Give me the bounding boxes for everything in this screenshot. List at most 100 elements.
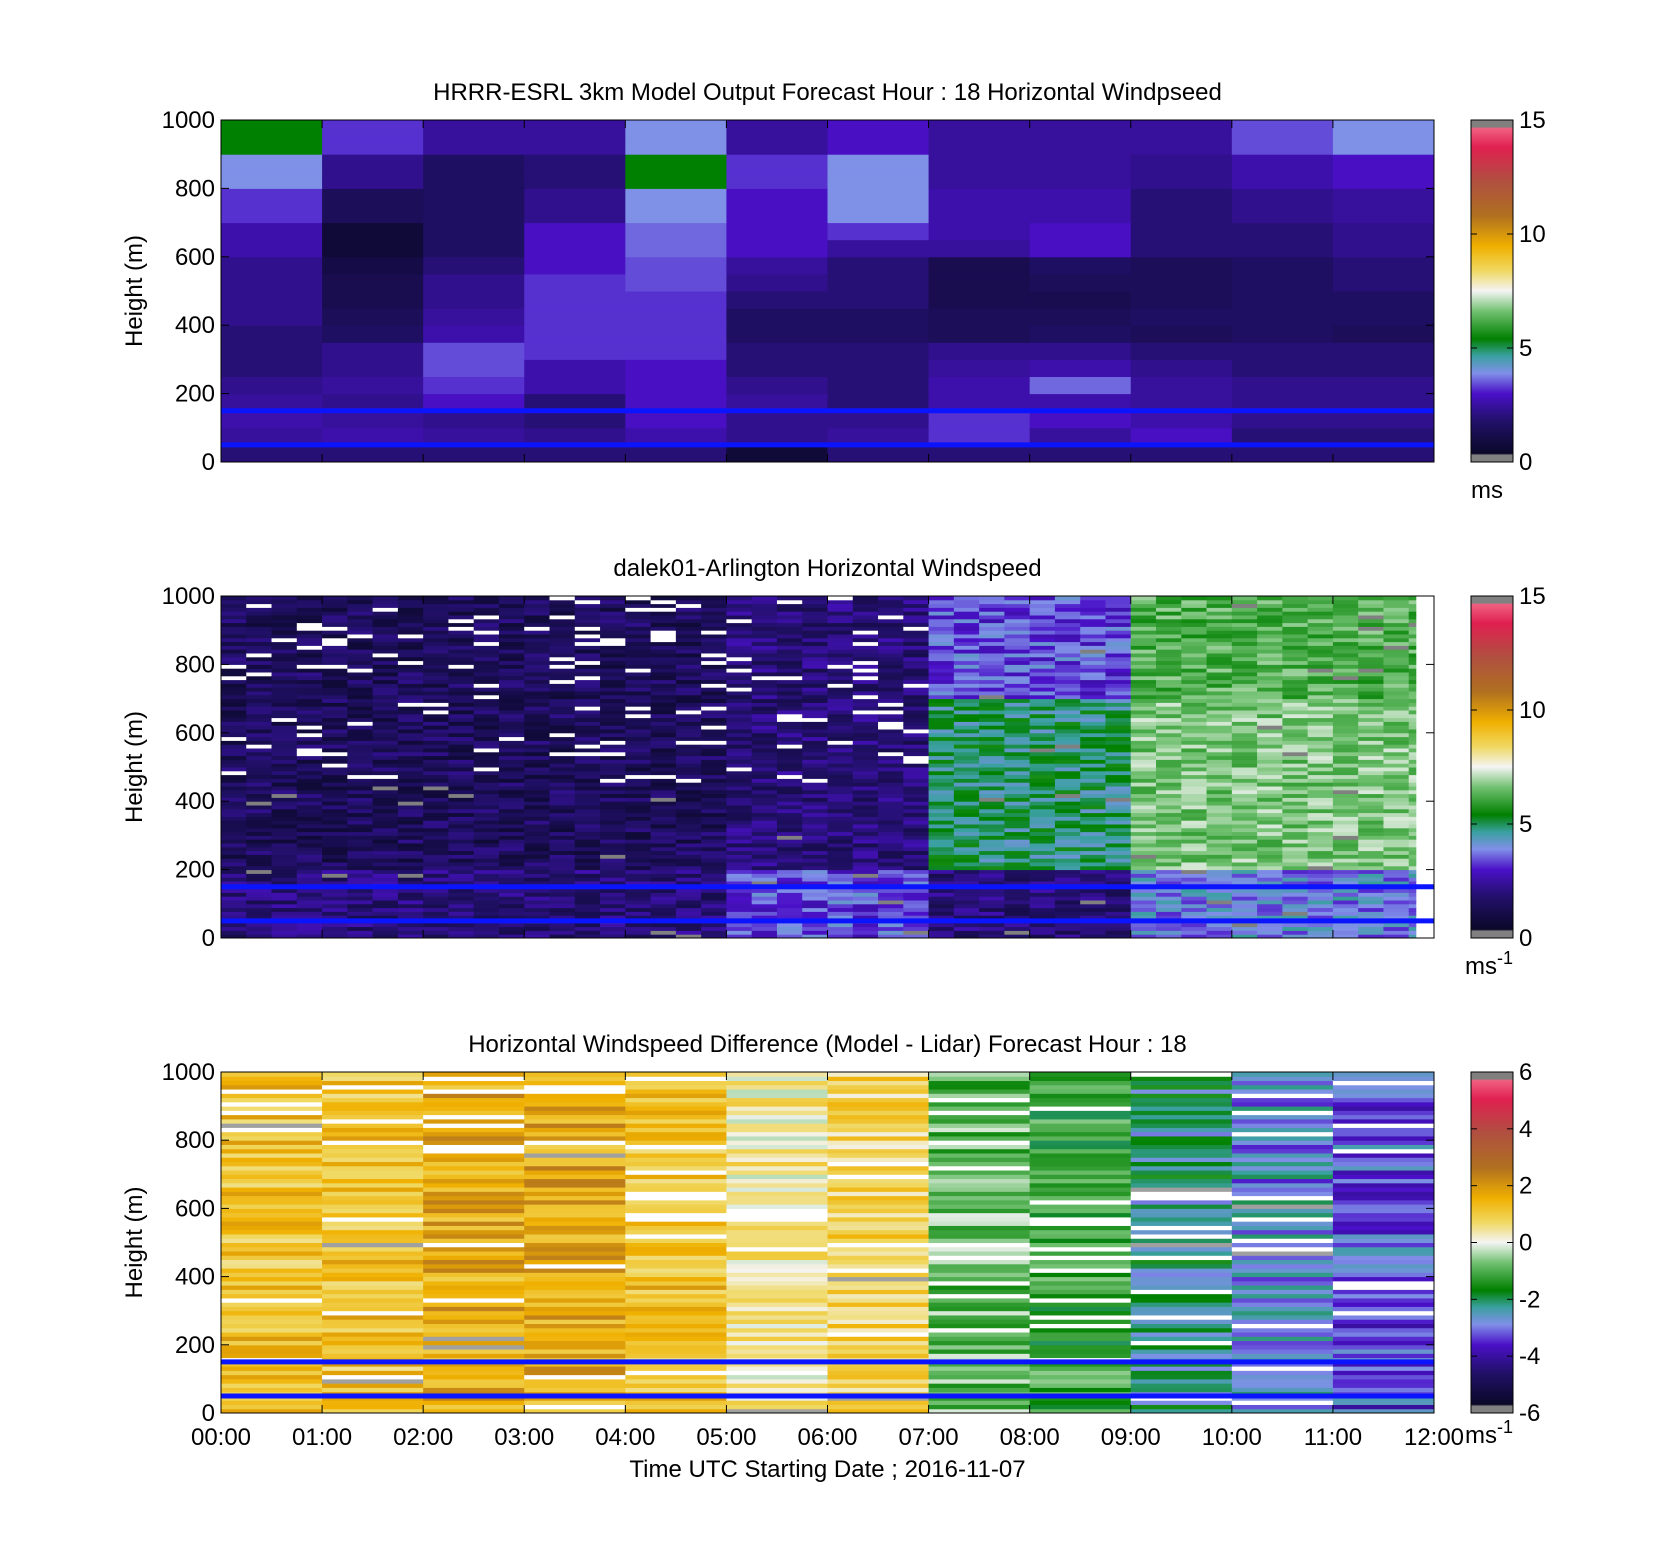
heatmap-cell xyxy=(827,797,854,802)
heatmap-cell xyxy=(1231,903,1258,909)
heatmap-cell xyxy=(1231,171,1334,189)
heatmap-cell xyxy=(322,736,348,741)
heatmap-cell xyxy=(701,831,727,836)
heatmap-cell xyxy=(878,843,904,848)
heatmap-cell xyxy=(625,694,652,700)
heatmap-cell xyxy=(1307,808,1334,814)
heatmap-cell xyxy=(296,706,323,711)
heatmap-cell xyxy=(1080,865,1106,871)
heatmap-cell xyxy=(600,664,626,669)
heatmap-cell xyxy=(498,721,525,726)
heatmap-cell xyxy=(625,596,652,601)
heatmap-cell xyxy=(979,736,1005,741)
heatmap-cell xyxy=(246,687,273,692)
heatmap-cell xyxy=(827,427,930,446)
heatmap-cell xyxy=(397,770,424,776)
heatmap-cell xyxy=(726,427,828,446)
heatmap-cell xyxy=(1332,881,1359,886)
heatmap-cell xyxy=(347,816,374,821)
heatmap-cell xyxy=(1282,744,1309,749)
heatmap-cell xyxy=(953,630,980,635)
heatmap-cell xyxy=(322,1221,424,1226)
heatmap-cell xyxy=(221,1383,323,1388)
heatmap-cell xyxy=(802,759,828,764)
heatmap-cell xyxy=(1105,694,1132,700)
heatmap-cell xyxy=(1156,607,1182,612)
heatmap-cell xyxy=(296,694,323,700)
heatmap-cell xyxy=(448,672,475,677)
heatmap-cell xyxy=(271,774,298,779)
heatmap-cell xyxy=(423,1140,525,1145)
heatmap-cell xyxy=(1181,611,1208,616)
heatmap-cell xyxy=(1054,732,1081,738)
heatmap-cell xyxy=(1257,782,1283,787)
heatmap-cell xyxy=(1408,873,1417,878)
heatmap-cell xyxy=(271,789,298,795)
heatmap-cell xyxy=(928,835,955,840)
heatmap-cell xyxy=(600,751,626,757)
heatmap-cell xyxy=(928,691,955,696)
heatmap-cell xyxy=(221,649,247,654)
heatmap-cell xyxy=(524,1242,626,1248)
heatmap-cell xyxy=(1307,645,1334,650)
heatmap-cell xyxy=(498,869,525,874)
heatmap-cell xyxy=(574,839,601,844)
heatmap-cell xyxy=(1231,767,1258,772)
heatmap-cell xyxy=(1105,922,1132,928)
heatmap-cell xyxy=(878,675,904,681)
heatmap-cell xyxy=(1282,668,1309,673)
heatmap-cell xyxy=(524,1216,626,1222)
heatmap-cell xyxy=(1282,759,1309,764)
heatmap-cell xyxy=(726,634,753,639)
heatmap-cell xyxy=(1181,599,1208,605)
heatmap-cell xyxy=(928,831,955,836)
heatmap-cell xyxy=(1080,717,1106,722)
heatmap-cell xyxy=(423,808,449,814)
heatmap-cell xyxy=(675,903,702,909)
heatmap-cell xyxy=(498,751,525,757)
heatmap-cell xyxy=(423,1276,525,1282)
heatmap-cell xyxy=(423,1344,525,1350)
heatmap-cell xyxy=(1004,786,1031,791)
heatmap-cell xyxy=(1282,637,1309,643)
heatmap-cell xyxy=(1231,713,1258,719)
heatmap-cell xyxy=(726,672,753,677)
heatmap-cell xyxy=(524,835,551,840)
heatmap-cell xyxy=(1383,634,1410,639)
heatmap-cell xyxy=(1130,359,1233,377)
heatmap-cell xyxy=(296,858,323,863)
heatmap-cell xyxy=(928,342,1031,360)
heatmap-cell xyxy=(574,683,601,688)
heatmap-cell xyxy=(928,171,1031,189)
heatmap-cell xyxy=(953,835,980,840)
heatmap-cell xyxy=(1206,634,1233,639)
heatmap-cell xyxy=(953,664,980,669)
heatmap-cell xyxy=(600,656,626,662)
heatmap-cell xyxy=(1156,698,1182,703)
heatmap-cell xyxy=(852,793,879,798)
heatmap-cell xyxy=(650,687,677,692)
heatmap-cell xyxy=(928,205,1031,224)
heatmap-cell xyxy=(1004,915,1031,920)
heatmap-cell xyxy=(1004,774,1031,779)
heatmap-cell xyxy=(1206,599,1233,605)
heatmap-cell xyxy=(1080,660,1106,665)
heatmap-cell xyxy=(675,782,702,787)
heatmap-cell xyxy=(221,892,247,897)
heatmap-cell xyxy=(1004,801,1031,806)
heatmap-cell xyxy=(903,630,930,635)
heatmap-cell xyxy=(1105,732,1132,738)
heatmap-cell xyxy=(776,702,803,707)
heatmap-cell xyxy=(221,744,247,749)
heatmap-cell xyxy=(498,922,525,928)
heatmap-cell xyxy=(372,618,399,624)
heatmap-cell xyxy=(1206,641,1233,646)
heatmap-cell xyxy=(221,1251,323,1256)
heatmap-cell xyxy=(827,622,854,627)
heatmap-cell xyxy=(1156,862,1182,867)
heatmap-cell xyxy=(1029,702,1056,707)
heatmap-cell xyxy=(347,782,374,787)
heatmap-cell xyxy=(878,656,904,662)
heatmap-cell xyxy=(903,603,930,608)
heatmap-cell xyxy=(650,759,677,764)
